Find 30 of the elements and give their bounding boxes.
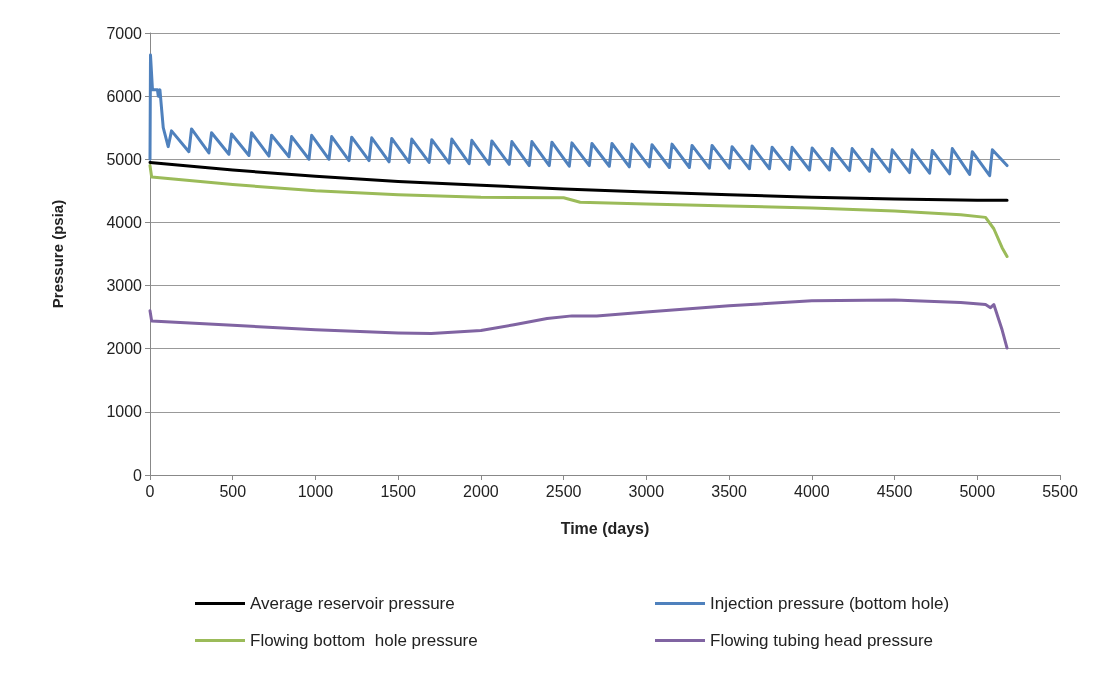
line-series xyxy=(148,53,1009,178)
x-axis-title: Time (days) xyxy=(560,519,650,537)
line-series xyxy=(148,160,1009,202)
y-tick-label: 0 xyxy=(133,466,143,484)
x-tick-label: 500 xyxy=(219,482,247,500)
y-tick-label: 7000 xyxy=(106,24,143,42)
y-tick-label: 6000 xyxy=(106,87,143,105)
x-tick-label: 1500 xyxy=(380,482,417,500)
x-tick-label: 1000 xyxy=(297,482,334,500)
x-tick-label: 3500 xyxy=(711,482,747,500)
legend-label: Injection pressure (bottom hole) xyxy=(710,594,950,613)
y-tick-label: 1000 xyxy=(106,403,143,421)
y-tick-label: 2000 xyxy=(106,340,143,358)
x-tick-label: 4000 xyxy=(794,482,830,500)
line-series xyxy=(148,164,1009,259)
y-tick-label: 3000 xyxy=(106,277,143,295)
x-tick-label: 3000 xyxy=(628,482,665,500)
x-tick-label: 0 xyxy=(145,482,155,500)
y-tick-label: 4000 xyxy=(106,213,143,231)
x-tick-label: 5500 xyxy=(1042,482,1078,500)
x-tick-label: 5000 xyxy=(959,482,996,500)
x-tick-label: 2000 xyxy=(463,482,499,500)
legend-label: Average reservoir pressure xyxy=(250,594,455,613)
x-tick-label: 2500 xyxy=(545,482,582,500)
y-tick-label: 5000 xyxy=(106,150,143,168)
line-series xyxy=(148,298,1009,350)
x-tick-label: 4500 xyxy=(876,482,913,500)
legend-label: Flowing tubing head pressure xyxy=(710,631,934,650)
y-axis-title: Pressure (psia) xyxy=(49,199,66,309)
legend-label: Flowing bottom hole pressure xyxy=(250,631,478,650)
